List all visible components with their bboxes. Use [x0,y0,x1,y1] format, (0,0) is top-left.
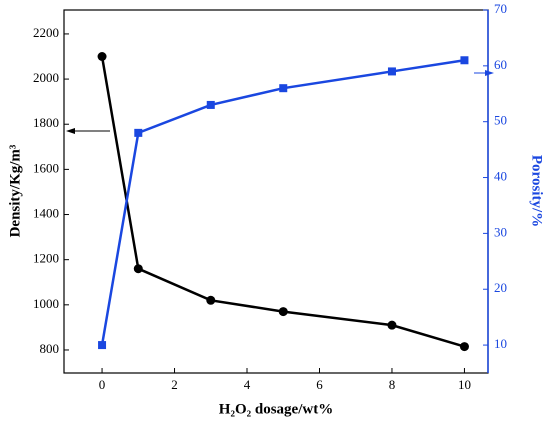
marker [206,295,216,305]
y2-tick-label: 10 [494,336,507,351]
x-axis-label: H₂O₂ dosage/wt% [219,401,333,417]
y2-tick-label: 30 [494,224,507,239]
x-tick-label: 2 [171,377,178,392]
y-tick-label: 2000 [33,70,59,85]
series-line [100,59,465,346]
marker [387,320,397,330]
y-tick-label: 1800 [33,115,59,130]
y2-tick-label: 40 [494,169,507,184]
left-arrow [66,128,110,134]
marker [206,100,215,109]
x-tick-label: 4 [244,377,251,392]
y2-tick-label: 60 [494,57,507,72]
y-tick-label: 1400 [33,206,59,221]
right-arrow [474,70,494,76]
x-tick-label: 0 [99,377,106,392]
x-tick-label: 10 [458,377,471,392]
marker [460,56,469,65]
marker [133,264,143,274]
marker [97,52,107,62]
y2-axis-label: Porosity/% [529,155,545,227]
marker [459,342,469,352]
y2-tick-label: 70 [494,1,507,16]
y2-tick-label: 50 [494,113,507,128]
y2-tick-label: 20 [494,280,507,295]
x-tick-label: 6 [316,377,323,392]
marker [134,128,143,137]
y-tick-label: 1600 [33,160,59,175]
marker [278,307,288,317]
marker [279,84,288,93]
x-tick-label: 8 [389,377,396,392]
y-tick-label: 1000 [33,296,59,311]
marker [98,341,107,350]
y-tick-label: 2200 [33,25,59,40]
y-tick-label: 1200 [33,251,59,266]
series-line [100,56,465,348]
y-tick-label: 800 [40,341,60,356]
y-axis-label: Density/Kg/m³ [7,144,23,237]
marker [387,67,396,76]
